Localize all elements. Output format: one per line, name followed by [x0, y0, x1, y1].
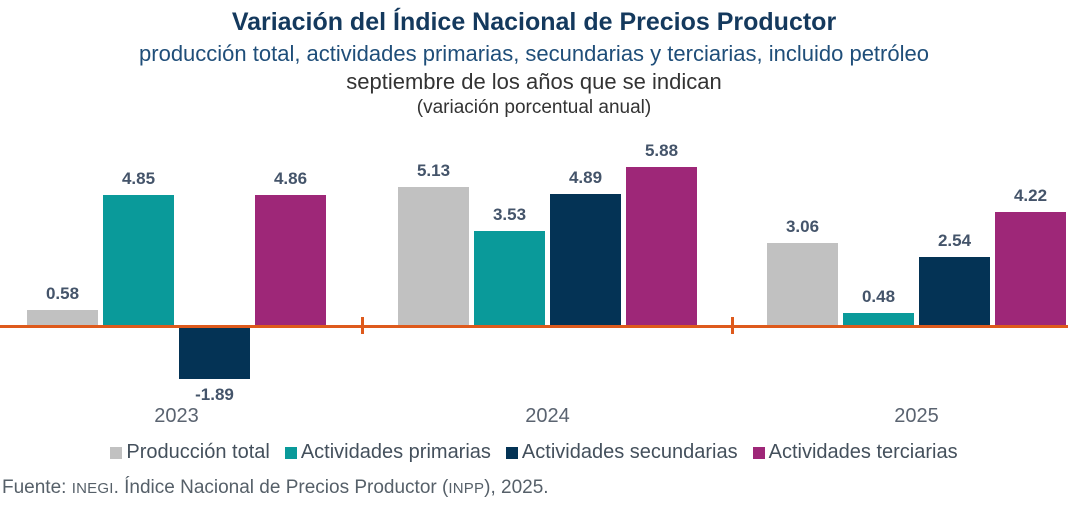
source-institution: INEGI	[71, 480, 114, 497]
x-axis-tick	[361, 317, 364, 334]
legend-swatch-icon	[110, 446, 123, 459]
value-label: 4.22	[1013, 186, 1048, 205]
legend: Producción total Actividades primarias Act…	[0, 441, 1068, 464]
legend-label: Actividades terciarias	[768, 441, 958, 463]
source-acronym: INPP	[448, 480, 485, 497]
bar-2025-s2	[919, 257, 990, 326]
x-axis-tick	[731, 317, 734, 334]
bar-2024-s1	[474, 231, 545, 326]
value-label: 3.53	[492, 205, 527, 224]
legend-item: Actividades primarias	[284, 441, 491, 464]
x-axis-category-label: 2025	[894, 405, 939, 427]
source-prefix: Fuente:	[2, 477, 72, 498]
value-label: 5.88	[644, 141, 679, 160]
chart-unit-note: (variación porcentual anual)	[416, 97, 652, 119]
source-suffix: ), 2025.	[484, 477, 549, 498]
value-label: 3.06	[785, 217, 820, 236]
bar-2024-s0	[398, 187, 469, 326]
value-label: 4.89	[568, 168, 603, 187]
bar-2023-s2	[179, 328, 250, 379]
value-label: 4.85	[121, 169, 156, 188]
bar-2023-s3	[255, 195, 326, 326]
legend-item: Actividades terciarias	[752, 441, 958, 464]
chart-header: Variación del Índice Nacional de Precios…	[0, 8, 1068, 120]
source-note: Fuente: INEGI. Índice Nacional de Precio…	[2, 477, 549, 499]
legend-swatch-icon	[505, 446, 518, 459]
bar-2023-s0	[27, 310, 98, 326]
legend-item: Actividades secundarias	[505, 441, 738, 464]
value-label: 4.86	[273, 169, 308, 188]
bar-2025-s0	[767, 243, 838, 326]
value-label: -1.89	[195, 385, 234, 404]
bar-2023-s1	[103, 195, 174, 326]
legend-label: Actividades primarias	[300, 441, 491, 463]
chart-period-note: septiembre de los años que se indican	[346, 69, 722, 95]
bar-2024-s3	[626, 167, 697, 326]
legend-label: Actividades secundarias	[521, 441, 738, 463]
legend-label: Producción total	[126, 441, 270, 463]
x-axis-line	[0, 325, 1068, 328]
legend-swatch-icon	[284, 446, 297, 459]
bar-2024-s2	[550, 194, 621, 326]
bar-2025-s1	[843, 313, 914, 326]
bar-2025-s3	[995, 212, 1066, 326]
value-label: 0.58	[45, 284, 80, 303]
legend-item: Producción total	[110, 441, 270, 464]
value-label: 2.54	[937, 231, 972, 250]
x-axis-category-label: 2024	[525, 405, 570, 427]
value-label: 5.13	[416, 161, 451, 180]
chart-title: Variación del Índice Nacional de Precios…	[231, 8, 837, 36]
chart-subtitle: producción total, actividades primarias,…	[139, 40, 929, 66]
value-label: 0.48	[861, 287, 896, 306]
source-middle: . Índice Nacional de Precios Productor (	[113, 477, 449, 498]
legend-swatch-icon	[752, 446, 765, 459]
x-axis-category-label: 2023	[154, 405, 199, 427]
